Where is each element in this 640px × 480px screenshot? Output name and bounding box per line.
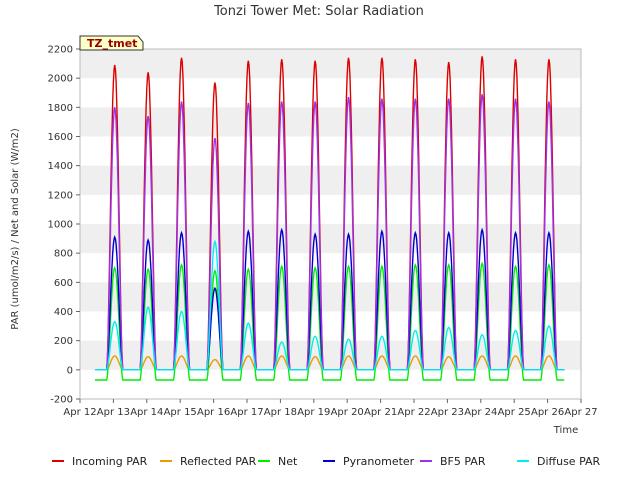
legend-label: BF5 PAR: [440, 455, 486, 468]
x-tick-label: Apr 27: [564, 407, 597, 418]
y-tick-label: 1000: [48, 220, 73, 231]
grid-band: [80, 165, 581, 195]
legend-label: Net: [278, 455, 298, 468]
y-axis-label: PAR (umol/m2/s) / Net and Solar (W/m2): [10, 128, 21, 330]
series-line-net: [95, 261, 565, 381]
y-tick-label: 400: [54, 307, 73, 318]
x-tick-label: Apr 25: [498, 407, 531, 418]
series-line-diffuse-par: [95, 239, 565, 371]
grid-band: [80, 224, 581, 254]
y-tick-label: 200: [54, 336, 73, 347]
grid-bands: [80, 49, 581, 399]
chart-title: Tonzi Tower Met: Solar Radiation: [213, 4, 424, 19]
y-tick-label: 800: [54, 249, 73, 260]
legend-label: Reflected PAR: [180, 455, 257, 468]
y-tick-label: 1800: [48, 103, 73, 114]
x-tick-label: Apr 16: [197, 407, 230, 418]
x-tick-label: Apr 13: [97, 407, 130, 418]
legend-label: Incoming PAR: [72, 455, 148, 468]
x-tick-label: Apr 23: [431, 407, 464, 418]
tag-box: TZ_tmet: [79, 35, 144, 51]
tag-box-shape: [79, 35, 144, 51]
x-tick-label: Apr 22: [397, 407, 430, 418]
x-tick-label: Apr 19: [297, 407, 330, 418]
y-tick-label: 1200: [48, 190, 73, 201]
legend-label: Pyranometer: [343, 455, 415, 468]
tag-label: TZ_tmet: [87, 37, 137, 50]
grid-band: [80, 49, 581, 79]
y-tick-label: 2200: [48, 45, 73, 56]
grid-band: [80, 107, 581, 137]
y-tick-label: -200: [50, 395, 73, 406]
legend-label: Diffuse PAR: [537, 455, 601, 468]
x-tick-label: Apr 12: [63, 407, 96, 418]
y-tick-label: 600: [54, 278, 73, 289]
x-tick-label: Apr 24: [464, 407, 497, 418]
y-axis: -200 0 200 400 600 800 1000 1200 1400 1600 1800 200…: [48, 45, 80, 406]
x-tick-label: Apr 21: [364, 407, 397, 418]
y-tick-label: 2000: [48, 74, 73, 85]
y-tick-label: 1400: [48, 161, 73, 172]
legend: Incoming PAR Reflected PAR Net Pyranometer B…: [52, 455, 601, 468]
x-tick-label: Apr 26: [531, 407, 564, 418]
series-layer: [95, 56, 565, 381]
x-axis-label: Time: [553, 425, 578, 436]
x-tick-label: Apr 14: [130, 407, 163, 418]
grid-band: [80, 282, 581, 312]
x-tick-label: Apr 17: [230, 407, 263, 418]
y-tick-label: 1600: [48, 132, 73, 143]
x-tick-label: Apr 18: [264, 407, 297, 418]
grid-band: [80, 340, 581, 370]
x-tick-label: Apr 15: [164, 407, 197, 418]
x-tick-label: Apr 20: [331, 407, 364, 418]
y-tick-label: 0: [67, 365, 73, 376]
x-axis: Apr 12 Apr 13 Apr 14 Apr 15 Apr 16 Apr 17 Apr …: [63, 399, 598, 418]
